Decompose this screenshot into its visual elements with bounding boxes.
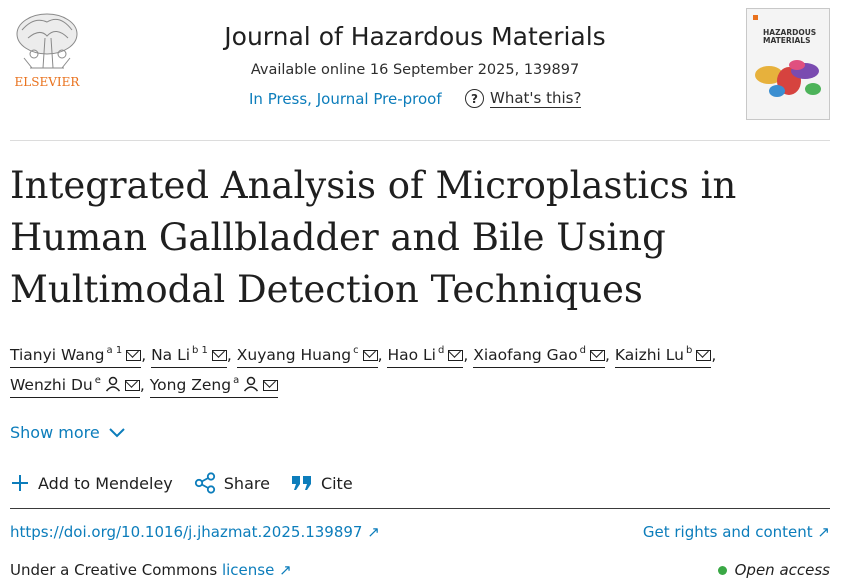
show-more-button[interactable]: Show more [10, 423, 126, 442]
whats-this-button[interactable]: ? What's this? [465, 89, 582, 108]
open-access-badge: Open access [717, 561, 830, 579]
add-to-mendeley-label: Add to Mendeley [38, 473, 173, 493]
author-link-hao-li[interactable]: Hao Li d [387, 340, 464, 368]
share-label: Share [223, 473, 270, 493]
elsevier-wordmark: ELSEVIER [15, 75, 81, 89]
whats-this-label: What's this? [490, 89, 582, 108]
license-prefix: Under a Creative Commons [10, 561, 218, 579]
email-icon [448, 350, 464, 361]
cite-button[interactable]: Cite [291, 474, 353, 493]
person-icon [244, 376, 259, 392]
email-icon [124, 380, 140, 391]
author-list: Tianyi Wang a 1, Na Li b 1, Xuyang Huang c,… [10, 340, 835, 400]
person-icon [105, 376, 120, 392]
question-icon: ? [465, 89, 484, 108]
article-actions: Add to Mendeley Share Cite [10, 472, 374, 494]
cite-label: Cite [320, 473, 353, 493]
article-header: ELSEVIER Journal of Hazardous Materials … [0, 0, 845, 140]
get-rights-link[interactable]: Get rights and content ↗ [642, 523, 830, 541]
license-info: Under a Creative Commons license ↗ [10, 561, 292, 579]
share-icon [194, 472, 215, 494]
journal-cover-image[interactable]: HAZARDOUS MATERIALS [746, 8, 830, 120]
plus-icon [12, 475, 28, 491]
availability-info: Available online 16 September 2025, 1398… [250, 62, 580, 78]
title-line-3: Multimodal Detection Techniques [10, 268, 643, 311]
show-more-label: Show more [10, 423, 100, 442]
email-icon [211, 350, 227, 361]
title-line-1: Integrated Analysis of Microplastics in [10, 164, 737, 207]
email-icon [126, 350, 142, 361]
journal-status-link[interactable]: In Press, Journal Pre-proof [249, 90, 442, 108]
external-arrow-icon: ↗ [817, 523, 830, 541]
author-link-yong-zeng[interactable]: Yong Zeng a [149, 370, 279, 398]
email-icon [263, 380, 279, 391]
external-arrow-icon: ↗ [279, 561, 292, 579]
quote-icon [291, 476, 311, 490]
author-link-tianyi-wang[interactable]: Tianyi Wang a 1 [10, 340, 142, 368]
open-access-dot-icon [717, 565, 727, 575]
email-icon [362, 350, 378, 361]
article-title: Integrated Analysis of Microplastics in … [10, 160, 810, 316]
chevron-down-icon [108, 427, 125, 437]
add-to-mendeley-button[interactable]: Add to Mendeley [10, 473, 173, 493]
actions-divider [10, 508, 830, 509]
author-link-wenzhi-du[interactable]: Wenzhi Du e [10, 370, 140, 398]
author-link-xuyang-huang[interactable]: Xuyang Huang c [236, 340, 378, 368]
author-link-na-li[interactable]: Na Li b 1 [151, 340, 227, 368]
license-link[interactable]: license ↗ [221, 561, 292, 579]
external-arrow-icon: ↗ [367, 523, 380, 541]
doi-link[interactable]: https://doi.org/10.1016/j.jhazmat.2025.1… [10, 523, 380, 541]
author-link-xiaofang-gao[interactable]: Xiaofang Gao d [473, 340, 606, 368]
email-icon [590, 350, 606, 361]
open-access-label: Open access [734, 561, 830, 579]
email-icon [696, 350, 712, 361]
header-divider [10, 140, 830, 141]
cover-title: HAZARDOUS MATERIALS [763, 28, 817, 45]
journal-title[interactable]: Journal of Hazardous Materials [224, 22, 606, 51]
title-line-2: Human Gallbladder and Bile Using [10, 216, 666, 259]
share-button[interactable]: Share [194, 472, 270, 494]
author-link-kaizhi-lu[interactable]: Kaizhi Lu b [614, 340, 712, 368]
elsevier-logo[interactable]: ELSEVIER [10, 8, 84, 92]
